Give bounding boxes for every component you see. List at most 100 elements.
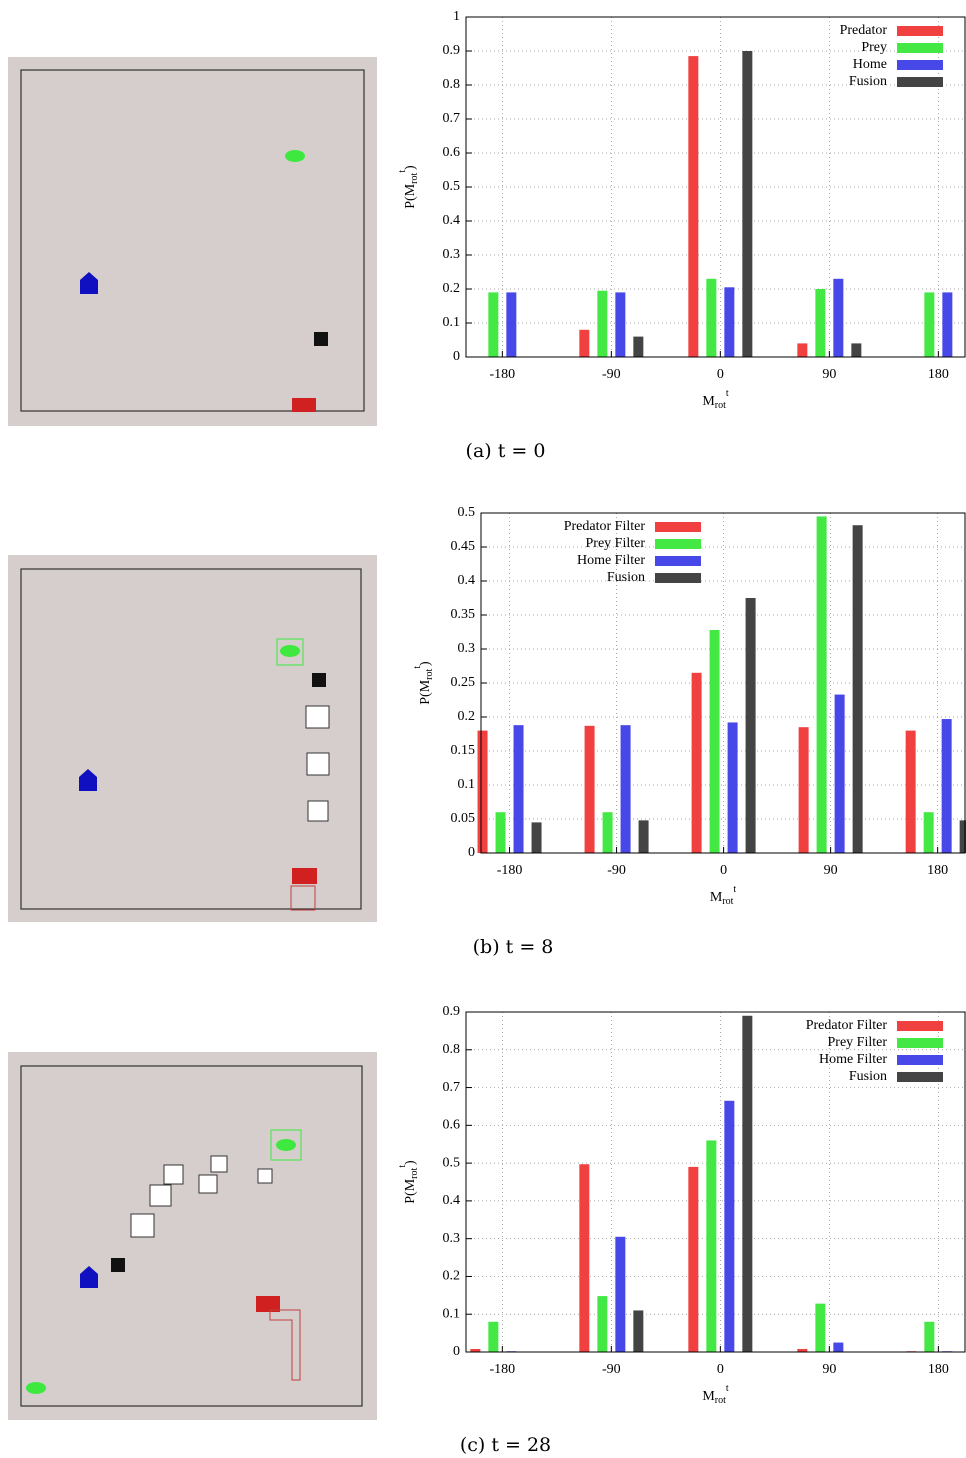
bar — [798, 727, 809, 853]
y-tick-label: 0.1 — [443, 1306, 461, 1321]
bar — [924, 292, 935, 357]
legend-label: Fusion — [849, 74, 887, 89]
y-tick-label: 0.15 — [451, 743, 476, 758]
legend-swatch — [655, 522, 701, 532]
axis-label-part: M — [702, 1389, 715, 1404]
bar — [942, 292, 953, 357]
axis-label-part: ) — [418, 661, 433, 666]
bar — [691, 672, 702, 853]
bar — [941, 719, 952, 853]
plot-frame — [465, 16, 966, 358]
bar — [706, 278, 717, 357]
axis-label-part: M — [403, 1178, 418, 1191]
plot-frame — [480, 512, 966, 854]
bar — [633, 336, 644, 357]
legend-label: Fusion — [849, 1069, 887, 1084]
y-tick-label: 0 — [453, 1344, 460, 1359]
axis-label: Mrott — [702, 388, 729, 411]
axis-label-part: t — [726, 1383, 729, 1394]
legend-swatch — [897, 1055, 943, 1065]
bar — [688, 1166, 699, 1352]
bar — [852, 525, 863, 853]
legend-swatch — [897, 26, 943, 36]
y-tick-label: 0.8 — [443, 1042, 461, 1057]
y-tick-label: 0 — [453, 349, 460, 364]
plot-frame — [465, 1011, 966, 1353]
bar — [615, 1236, 626, 1352]
sim-view-a — [8, 57, 377, 426]
legend-swatch — [897, 43, 943, 53]
bar — [815, 1303, 826, 1352]
y-tick-label: 0.7 — [443, 1080, 461, 1095]
x-tick-label: -180 — [497, 863, 523, 878]
caption: (a) t = 0 — [466, 440, 546, 462]
bar — [833, 278, 844, 357]
axis-label-part: t — [733, 884, 736, 895]
legend-swatch — [897, 77, 943, 87]
y-tick-label: 0.9 — [443, 43, 461, 58]
bar — [488, 1321, 499, 1352]
y-tick-label: 0.3 — [443, 1231, 461, 1246]
bar — [584, 725, 595, 853]
sim-view-b — [8, 555, 377, 922]
axis-label-part: rot — [715, 400, 726, 411]
bar — [620, 725, 631, 853]
x-tick-label: 0 — [717, 367, 724, 382]
y-tick-label: 0.6 — [443, 1118, 461, 1133]
y-tick-label: 0.25 — [451, 675, 476, 690]
bar — [706, 1140, 717, 1352]
bar — [506, 292, 517, 357]
legend-label: Home Filter — [819, 1052, 887, 1067]
y-tick-label: 0.4 — [443, 213, 461, 228]
bar — [745, 598, 756, 853]
axis-label: P(Mrott) — [397, 165, 420, 209]
legend-swatch — [897, 60, 943, 70]
caption: (b) t = 8 — [473, 936, 554, 958]
axis-label: P(Mrott) — [397, 1160, 420, 1204]
bar — [709, 629, 720, 853]
legend-swatch — [655, 573, 701, 583]
y-tick-label: 0.4 — [443, 1193, 461, 1208]
bar — [615, 292, 626, 357]
legend-label: Fusion — [607, 570, 645, 585]
bar — [851, 343, 862, 357]
legend-label: Prey — [861, 40, 887, 55]
bar — [488, 292, 499, 357]
axis-label-part: P( — [418, 692, 433, 705]
bar — [742, 51, 753, 357]
x-tick-label: 180 — [927, 863, 948, 878]
legend-swatch — [897, 1072, 943, 1082]
axis-label-part: rot — [409, 1167, 420, 1178]
axis-label-part: rot — [715, 1395, 726, 1406]
y-tick-label: 0.2 — [458, 709, 476, 724]
bar — [797, 343, 808, 357]
legend-swatch — [897, 1038, 943, 1048]
y-tick-label: 1 — [453, 9, 460, 24]
bar — [727, 722, 738, 853]
y-tick-label: 0.7 — [443, 111, 461, 126]
x-tick-label: -90 — [602, 367, 621, 382]
bar — [905, 730, 916, 853]
axis-label: Mrott — [702, 1383, 729, 1406]
y-tick-label: 0.4 — [458, 573, 476, 588]
bar — [597, 290, 608, 357]
x-tick-label: 90 — [822, 367, 836, 382]
y-tick-label: 0.35 — [451, 607, 476, 622]
legend-label: Home — [853, 57, 887, 72]
bar — [724, 287, 735, 357]
axis-label-part: ) — [403, 1160, 418, 1165]
legend-label: Prey Filter — [586, 536, 646, 551]
bar — [688, 56, 699, 357]
y-tick-label: 0.8 — [443, 77, 461, 92]
legend-swatch — [655, 539, 701, 549]
bar — [638, 820, 649, 853]
y-tick-label: 0 — [468, 845, 475, 860]
bar — [495, 812, 506, 853]
caption: (c) t = 28 — [460, 1434, 551, 1456]
axis-label-part: rot — [424, 668, 435, 679]
axis-label-part: t — [412, 666, 423, 669]
y-tick-label: 0.1 — [443, 315, 461, 330]
y-tick-label: 0.2 — [443, 1269, 461, 1284]
bar — [959, 820, 966, 853]
